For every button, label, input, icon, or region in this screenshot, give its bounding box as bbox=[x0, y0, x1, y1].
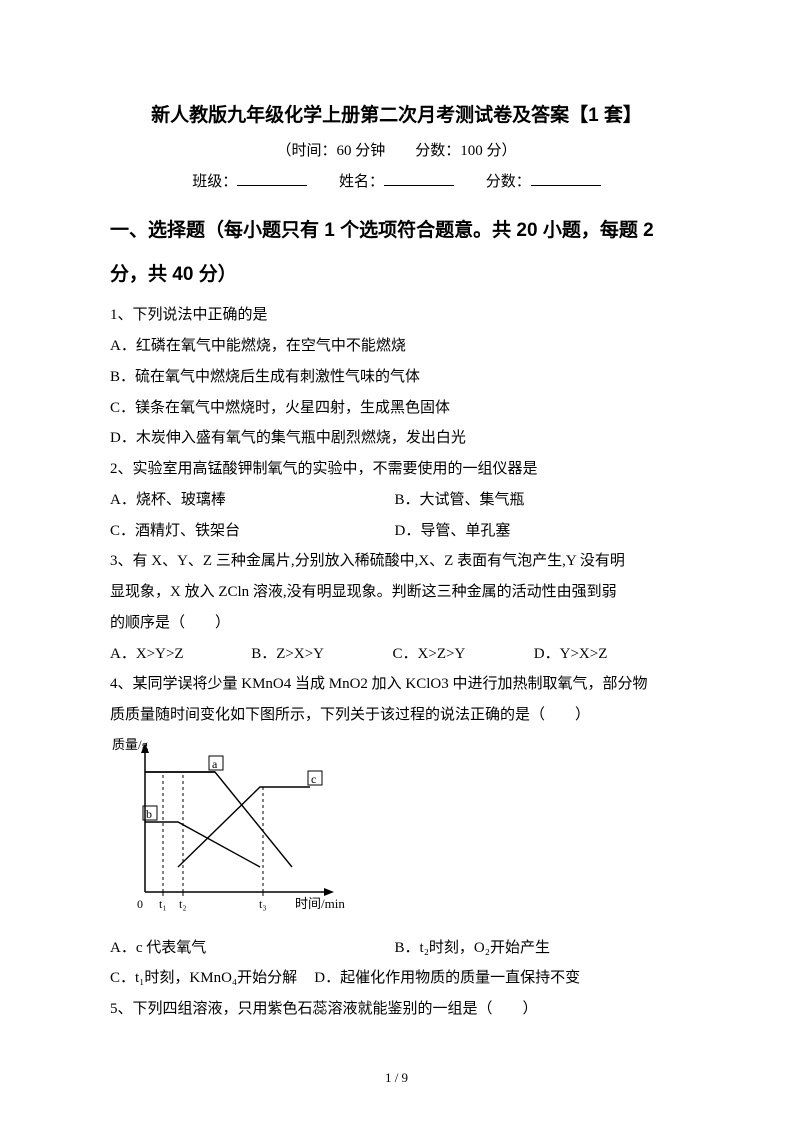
q3-stem-l2: 显现象，X 放入 ZCln 溶液,没有明显现象。判断这三种金属的活动性由强到弱 bbox=[110, 577, 683, 608]
q1-opt-d: D．木炭伸入盛有氧气的集气瓶中剧烈燃烧，发出白光 bbox=[110, 423, 683, 454]
q1-opt-a: A．红磷在氧气中能燃烧，在空气中不能燃烧 bbox=[110, 331, 683, 362]
question-2: 2、实验室用高锰酸钾制氧气的实验中，不需要使用的一组仪器是 A．烧杯、玻璃棒 B… bbox=[110, 454, 683, 546]
question-5: 5、下列四组溶液，只用紫色石蕊溶液就能鉴别的一组是（ ） bbox=[110, 994, 683, 1025]
svg-text:t₂: t₂ bbox=[179, 897, 187, 911]
q4-chart: 质量/g 时间/min 0 t₁ t₂ t₃ a b c bbox=[110, 737, 683, 929]
section-1-heading-line2: 分，共 40 分） bbox=[110, 253, 683, 297]
q4-opt-a: A．c 代表氧气 bbox=[110, 933, 391, 964]
q4-opt-d: D．起催化作用物质的质量一直保持不变 bbox=[314, 963, 681, 994]
q1-opt-b: B．硫在氧气中燃烧后生成有刺激性气味的气体 bbox=[110, 362, 683, 393]
name-blank[interactable] bbox=[384, 170, 454, 186]
q2-row1: A．烧杯、玻璃棒 B．大试管、集气瓶 bbox=[110, 485, 683, 516]
student-info-line: 班级： 姓名： 分数： bbox=[110, 170, 683, 191]
q4-row2: C．t₁时刻，KMnO₄开始分解 D．起催化作用物质的质量一直保持不变 bbox=[110, 963, 683, 994]
q2-opt-c: C．酒精灯、铁架台 bbox=[110, 516, 391, 547]
q2-opt-b: B．大试管、集气瓶 bbox=[395, 485, 676, 516]
mass-time-chart: 质量/g 时间/min 0 t₁ t₂ t₃ a b c bbox=[110, 737, 350, 917]
q3-stem-l3: 的顺序是（ ） bbox=[110, 608, 683, 639]
q3-opt-c: C．X>Z>Y bbox=[393, 639, 531, 670]
q5-stem: 5、下列四组溶液，只用紫色石蕊溶液就能鉴别的一组是（ ） bbox=[110, 994, 683, 1025]
svg-text:c: c bbox=[311, 772, 316, 786]
score-label: 分数： bbox=[486, 174, 531, 190]
q3-opt-a: A．X>Y>Z bbox=[110, 639, 248, 670]
svg-text:时间/min: 时间/min bbox=[295, 896, 345, 911]
svg-text:a: a bbox=[212, 757, 218, 771]
exam-title: 新人教版九年级化学上册第二次月考测试卷及答案【1 套】 bbox=[110, 100, 683, 127]
question-1: 1、下列说法中正确的是 A．红磷在氧气中能燃烧，在空气中不能燃烧 B．硫在氧气中… bbox=[110, 300, 683, 454]
q2-row2: C．酒精灯、铁架台 D．导管、单孔塞 bbox=[110, 516, 683, 547]
svg-text:t₁: t₁ bbox=[159, 897, 167, 911]
q3-opt-b: B．Z>X>Y bbox=[251, 639, 389, 670]
svg-text:质量/g: 质量/g bbox=[112, 737, 149, 752]
section-1-heading-line1: 一、选择题（每小题只有 1 个选项符合题意。共 20 小题，每题 2 bbox=[110, 209, 683, 253]
q2-stem: 2、实验室用高锰酸钾制氧气的实验中，不需要使用的一组仪器是 bbox=[110, 454, 683, 485]
q4-row1: A．c 代表氧气 B．t₂时刻，O₂开始产生 bbox=[110, 933, 683, 964]
section-1-heading: 一、选择题（每小题只有 1 个选项符合题意。共 20 小题，每题 2 分，共 4… bbox=[110, 209, 683, 296]
exam-subtitle: （时间：60 分钟 分数：100 分） bbox=[110, 139, 683, 160]
q3-stem-l1: 3、有 X、Y、Z 三种金属片,分别放入稀硫酸中,X、Z 表面有气泡产生,Y 没… bbox=[110, 546, 683, 577]
q1-stem: 1、下列说法中正确的是 bbox=[110, 300, 683, 331]
q4-stem-l1: 4、某同学误将少量 KMnO4 当成 MnO2 加入 KClO3 中进行加热制取… bbox=[110, 669, 683, 700]
svg-text:b: b bbox=[146, 807, 152, 821]
q1-opt-c: C．镁条在氧气中燃烧时，火星四射，生成黑色固体 bbox=[110, 393, 683, 424]
score-blank[interactable] bbox=[531, 170, 601, 186]
page-root: 新人教版九年级化学上册第二次月考测试卷及答案【1 套】 （时间：60 分钟 分数… bbox=[0, 0, 793, 1122]
q2-opt-a: A．烧杯、玻璃棒 bbox=[110, 485, 391, 516]
q4-stem-l2: 质质量随时间变化如下图所示，下列关于该过程的说法正确的是（ ） bbox=[110, 700, 683, 731]
q4-opt-c: C．t₁时刻，KMnO₄开始分解 bbox=[110, 963, 311, 994]
q3-options: A．X>Y>Z B．Z>X>Y C．X>Z>Y D．Y>X>Z bbox=[110, 639, 683, 670]
name-label: 姓名： bbox=[339, 174, 384, 190]
class-label: 班级： bbox=[192, 174, 237, 190]
q2-opt-d: D．导管、单孔塞 bbox=[395, 516, 676, 547]
class-blank[interactable] bbox=[237, 170, 307, 186]
question-3: 3、有 X、Y、Z 三种金属片,分别放入稀硫酸中,X、Z 表面有气泡产生,Y 没… bbox=[110, 546, 683, 669]
svg-text:0: 0 bbox=[137, 897, 143, 911]
q3-opt-d: D．Y>X>Z bbox=[534, 639, 672, 670]
svg-text:t₃: t₃ bbox=[259, 897, 267, 911]
q4-opt-b: B．t₂时刻，O₂开始产生 bbox=[395, 933, 676, 964]
question-4: 4、某同学误将少量 KMnO4 当成 MnO2 加入 KClO3 中进行加热制取… bbox=[110, 669, 683, 994]
page-number: 1 / 9 bbox=[0, 1070, 793, 1086]
